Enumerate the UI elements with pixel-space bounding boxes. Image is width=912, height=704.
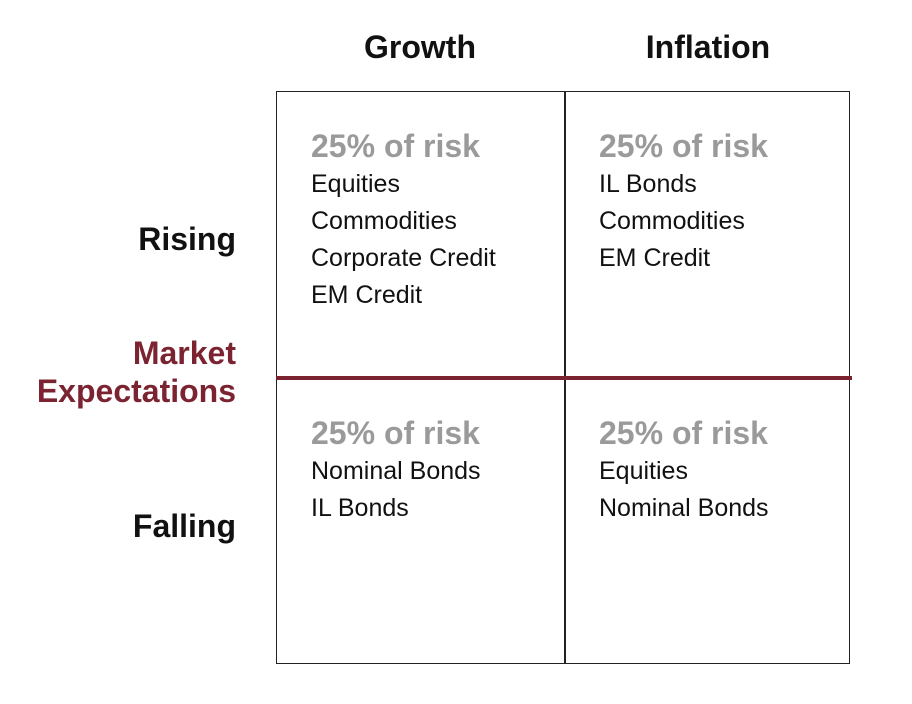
risk-share: 25% of risk [599,415,768,451]
column-header-inflation: Inflation [645,29,771,65]
axis-label-market-expectations: Market Expectations [37,334,236,410]
asset-item: Commodities [599,207,745,235]
asset-item: Commodities [311,207,457,235]
column-header-growth: Growth [364,29,476,65]
asset-item: Nominal Bonds [599,494,769,522]
quadrant-inflation-falling: 25% of risk Equities Nominal Bonds [599,413,849,527]
asset-item: IL Bonds [599,170,697,198]
risk-share: 25% of risk [599,128,768,164]
asset-list: Nominal Bonds IL Bonds [311,453,561,527]
quadrant-growth-falling: 25% of risk Nominal Bonds IL Bonds [311,413,561,527]
risk-share: 25% of risk [311,415,480,451]
asset-list: Equities Commodities Corporate Credit EM… [311,166,561,314]
risk-share: 25% of risk [311,128,480,164]
asset-item: EM Credit [311,281,423,309]
axis-label-line-2: Expectations [36,373,236,409]
asset-list: Equities Nominal Bonds [599,453,849,527]
asset-item: Corporate Credit [311,244,496,272]
asset-item: EM Credit [599,244,711,272]
row-label-falling: Falling [132,508,236,544]
market-expectations-divider [276,376,852,380]
axis-label-line-1: Market [132,335,236,371]
asset-item: Nominal Bonds [311,457,481,485]
asset-list: IL Bonds Commodities EM Credit [599,166,849,277]
asset-item: IL Bonds [311,494,409,522]
quadrant-inflation-rising: 25% of risk IL Bonds Commodities EM Cred… [599,126,849,277]
asset-item: Equities [599,457,688,485]
quadrant-growth-rising: 25% of risk Equities Commodities Corpora… [311,126,561,314]
row-label-rising: Rising [138,221,236,257]
asset-item: Equities [311,170,400,198]
